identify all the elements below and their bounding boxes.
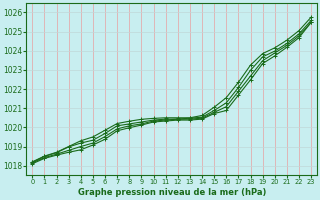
X-axis label: Graphe pression niveau de la mer (hPa): Graphe pression niveau de la mer (hPa) [77, 188, 266, 197]
